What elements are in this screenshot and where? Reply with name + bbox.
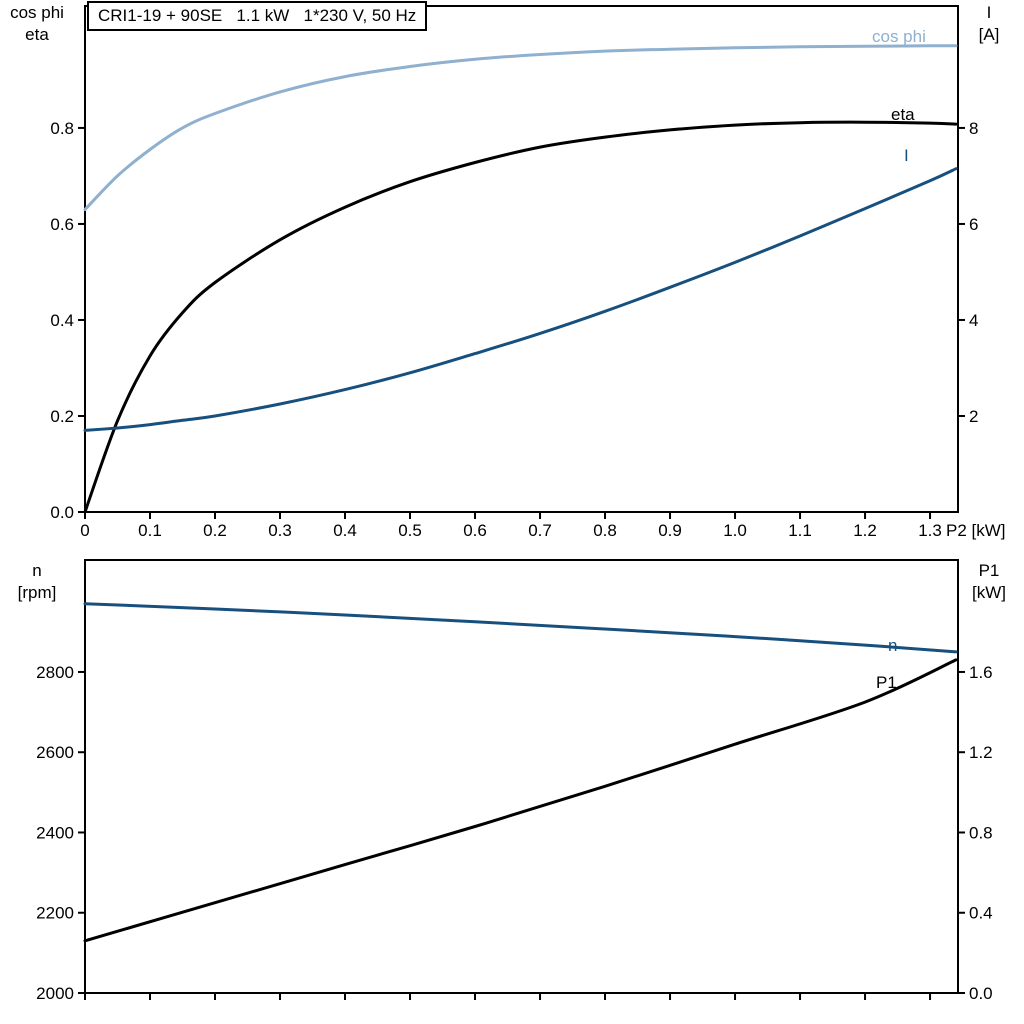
right-axis-ticks: 2 4 6 8: [958, 119, 978, 426]
left-axis-label-rpm: [rpm]: [17, 583, 57, 602]
right-axis-label-A: [A]: [978, 25, 1000, 44]
right-axis-label-kW: [kW]: [972, 583, 1006, 602]
svg-text:0.0: 0.0: [50, 503, 74, 522]
svg-text:0.5: 0.5: [398, 521, 422, 540]
left-axis-label-eta: eta: [25, 25, 49, 44]
curve-label-eta: eta: [891, 105, 915, 124]
curve-label-i: I: [904, 146, 909, 165]
svg-text:0.4: 0.4: [50, 311, 74, 330]
svg-text:2: 2: [969, 407, 978, 426]
curve-cos-phi: [83, 44, 958, 212]
svg-text:0.7: 0.7: [528, 521, 552, 540]
left-axis-ticks: 2000 2200 2400 2600 2800: [36, 663, 85, 1003]
bottom-chart-canvas: 2000 2200 2400 2600 2800 0.0 0.4 0.8 1.2 1.6 n P1: [36, 559, 993, 1003]
top-chart-section: 0 0.1 0.2 0.3 0.4 0.5 0.6 0.7 0.8 0.9 1.0 1.1 1.2 1.3…: [2, 1, 1018, 540]
svg-text:0.4: 0.4: [333, 521, 357, 540]
svg-text:0.6: 0.6: [463, 521, 487, 540]
left-axis-label-n: n: [32, 561, 42, 580]
curve-p1: [83, 658, 958, 943]
svg-text:2000: 2000: [36, 984, 74, 1003]
curve-i: [83, 167, 958, 432]
right-axis-label-I: I: [986, 3, 992, 22]
svg-text:0.8: 0.8: [50, 119, 74, 138]
svg-text:2200: 2200: [36, 904, 74, 923]
left-axis-label-cosphi: cos phi: [10, 3, 64, 22]
bottom-left-axis-title: n [rpm]: [2, 560, 72, 604]
curve-n: [83, 602, 958, 654]
svg-text:1.1: 1.1: [788, 521, 812, 540]
svg-text:0.9: 0.9: [658, 521, 682, 540]
top-chart-canvas: 0 0.1 0.2 0.3 0.4 0.5 0.6 0.7 0.8 0.9 1.0 1.1 1.2 1.3…: [50, 5, 1006, 540]
svg-text:2400: 2400: [36, 823, 74, 842]
svg-text:2800: 2800: [36, 663, 74, 682]
right-axis-ticks: 0.0 0.4 0.8 1.2 1.6: [958, 663, 993, 1003]
curve-label-p1: P1: [876, 673, 897, 692]
plot-frame: [84, 559, 959, 994]
svg-text:0.6: 0.6: [50, 215, 74, 234]
curve-label-n: n: [888, 636, 897, 655]
svg-text:0.8: 0.8: [593, 521, 617, 540]
svg-text:1.3: 1.3: [918, 521, 942, 540]
left-axis-ticks: 0.0 0.2 0.4 0.6 0.8: [50, 119, 85, 522]
svg-text:4: 4: [969, 311, 978, 330]
chart-title-box: CRI1-19 + 90SE 1.1 kW 1*230 V, 50 Hz: [87, 1, 428, 31]
top-right-axis-title: I [A]: [960, 2, 1018, 46]
right-axis-label-P1: P1: [978, 561, 1000, 580]
x-axis-ticks: 0 0.1 0.2 0.3 0.4 0.5 0.6 0.7 0.8 0.9 1.0 1.1 1.2 1.3…: [80, 512, 1006, 540]
svg-text:0.3: 0.3: [268, 521, 292, 540]
top-left-axis-title: cos phi eta: [2, 2, 72, 46]
svg-text:0.4: 0.4: [969, 904, 993, 923]
svg-text:1.2: 1.2: [853, 521, 877, 540]
svg-text:8: 8: [969, 119, 978, 138]
svg-text:6: 6: [969, 215, 978, 234]
plot-frame: [84, 5, 959, 513]
svg-text:1.0: 1.0: [723, 521, 747, 540]
svg-text:0.0: 0.0: [969, 984, 993, 1003]
svg-text:0.2: 0.2: [203, 521, 227, 540]
bottom-right-axis-title: P1 [kW]: [960, 560, 1018, 604]
svg-text:1.6: 1.6: [969, 663, 993, 682]
curve-label-cos-phi: cos phi: [872, 27, 926, 46]
svg-text:0.2: 0.2: [50, 407, 74, 426]
curve-eta: [83, 120, 958, 514]
svg-text:0.1: 0.1: [138, 521, 162, 540]
svg-text:0: 0: [80, 521, 89, 540]
svg-text:1.2: 1.2: [969, 743, 993, 762]
x-axis-unit-label: P2 [kW]: [946, 521, 1006, 540]
svg-text:2600: 2600: [36, 743, 74, 762]
x-axis-ticks: [84, 993, 932, 1000]
bottom-chart-section: 2000 2200 2400 2600 2800 0.0 0.4 0.8 1.2 1.6 n P1 n…: [0, 545, 1024, 1024]
svg-text:0.8: 0.8: [969, 823, 993, 842]
